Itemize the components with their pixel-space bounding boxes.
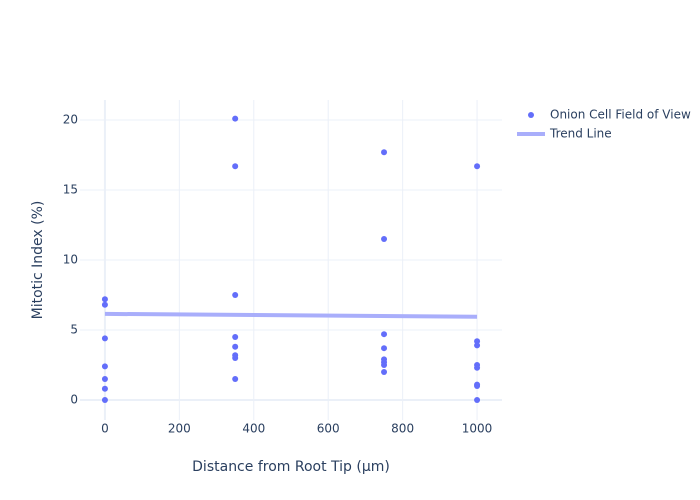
data-point (101, 396, 108, 403)
data-point (232, 333, 239, 340)
y-tick-label: 5 (70, 322, 78, 336)
data-point (381, 368, 388, 375)
x-tick-label: 400 (242, 422, 265, 436)
data-point (474, 163, 481, 170)
y-tick-label: 10 (63, 253, 78, 267)
trend-line (104, 311, 478, 319)
y-tick-label: 15 (63, 183, 78, 197)
data-point (474, 396, 481, 403)
x-axis-title: Distance from Root Tip (µm) (192, 459, 390, 475)
legend-label: Trend Line (549, 127, 612, 141)
legend-label: Onion Cell Field of View (550, 108, 691, 122)
data-point (101, 363, 108, 370)
y-tick-label: 0 (70, 392, 78, 406)
data-point (474, 364, 481, 371)
data-point (101, 385, 108, 392)
x-tick-label: 1000 (462, 422, 493, 436)
data-point (381, 149, 388, 156)
x-tick-label: 600 (317, 422, 340, 436)
data-point (232, 354, 239, 361)
data-point (101, 301, 108, 308)
data-point (381, 236, 388, 243)
data-point (232, 291, 239, 298)
data-point (474, 382, 481, 389)
data-point (381, 331, 388, 338)
data-point (232, 115, 239, 122)
data-point (381, 345, 388, 352)
x-tick-label: 0 (101, 422, 109, 436)
y-tick-label: 20 (63, 113, 78, 127)
data-point (101, 296, 108, 303)
data-point (474, 342, 481, 349)
data-point (101, 335, 108, 342)
data-point (232, 163, 239, 170)
x-tick-label: 800 (391, 422, 414, 436)
data-point (232, 343, 239, 350)
data-point (474, 338, 481, 345)
data-point (381, 361, 388, 368)
data-point (232, 375, 239, 382)
y-axis-title: Mitotic Index (%) (30, 201, 46, 320)
x-tick-label: 200 (168, 422, 191, 436)
data-point (101, 375, 108, 382)
legend-swatch (528, 112, 534, 118)
